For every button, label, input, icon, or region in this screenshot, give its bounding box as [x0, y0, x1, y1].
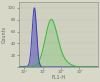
X-axis label: FL1-H: FL1-H [51, 75, 65, 80]
Y-axis label: Counts: Counts [2, 26, 7, 43]
